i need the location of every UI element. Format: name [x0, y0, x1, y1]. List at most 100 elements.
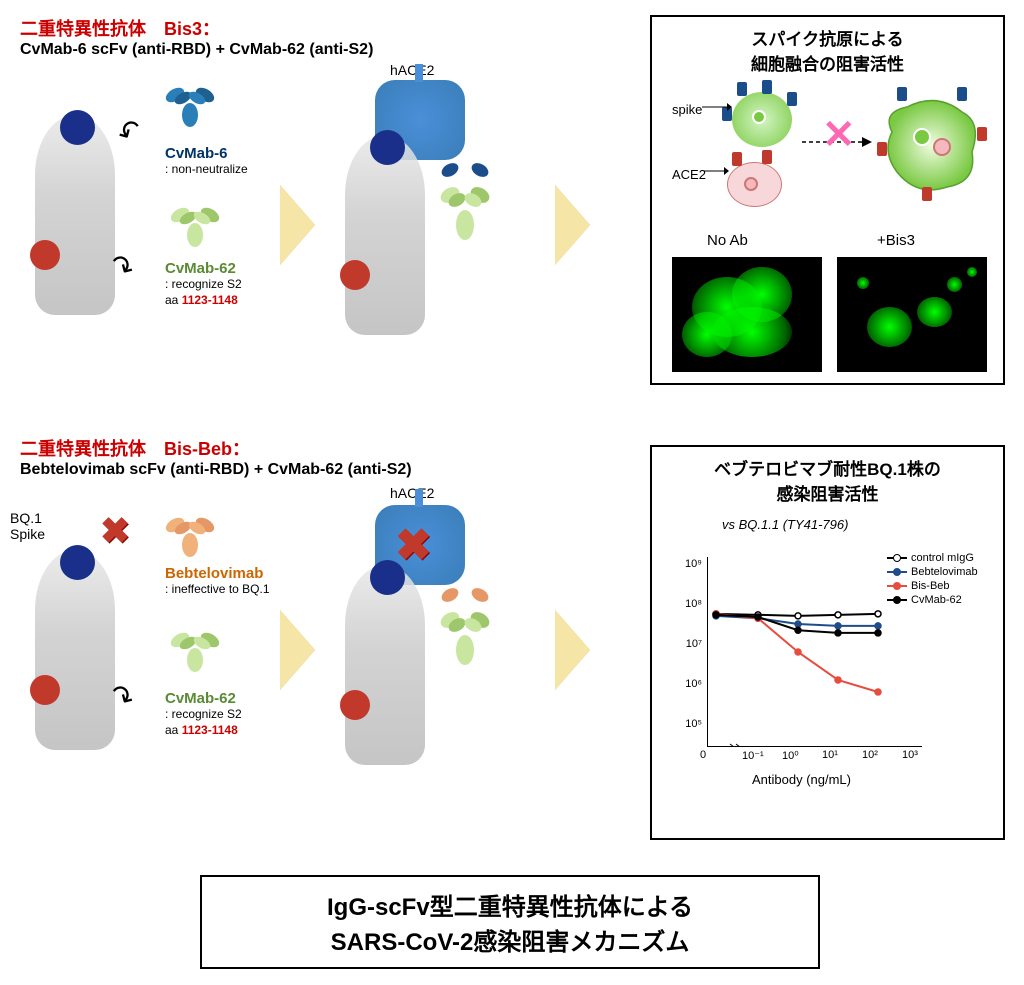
bispecific-bound-top — [425, 155, 505, 298]
pink-x-icon: ✕ — [822, 112, 856, 158]
ace2-mini-icon — [762, 150, 772, 164]
bis3-spike-left — [15, 105, 135, 325]
bis3-fluor-label: +Bis3 — [877, 232, 915, 249]
bisbeb-panel: 二重特異性抗体 Bis-Beb： Bebtelovimab scFv (anti… — [20, 435, 620, 479]
aa-prefix: aa — [165, 293, 182, 307]
bisbeb-title-name: Bis-Beb： — [164, 439, 250, 459]
arrow-right-icon — [280, 610, 315, 690]
aa-value: 1123-1148 — [182, 293, 238, 307]
legend-item: Bis-Beb — [887, 580, 978, 592]
spike-body-icon — [345, 135, 425, 335]
spike-mini-icon — [787, 92, 797, 106]
spike-s2-icon — [30, 675, 60, 705]
bisbeb-subtitle: Bebtelovimab scFv (anti-RBD) + CvMab-62 … — [20, 461, 620, 479]
cvmab6-name: CvMab-6 — [165, 145, 248, 162]
arrow-right-icon — [555, 185, 590, 265]
fusion-title: スパイク抗原による 細胞融合の阻害活性 — [652, 25, 1003, 75]
bispecific-bound-icon — [425, 580, 505, 720]
spike-body-icon — [35, 115, 115, 315]
cvmab62-label-block-top: CvMab-62 : recognize S2 aa 1123-1148 — [165, 260, 242, 307]
spike-s2-icon — [340, 260, 370, 290]
ace2-mini-icon — [732, 152, 742, 166]
fluor-bis3-image — [837, 257, 987, 372]
bebtelovimab-desc: : ineffective to BQ.1 — [165, 582, 270, 596]
aa-prefix: aa — [165, 723, 182, 737]
bisbeb-spike-left — [15, 540, 135, 760]
bebtelovimab-label-block: Bebtelovimab : ineffective to BQ.1 — [165, 565, 270, 596]
hace2-label-bottom: hACE2 — [390, 485, 434, 501]
cvmab62-name: CvMab-62 — [165, 690, 242, 707]
arrow-right-icon — [280, 185, 315, 265]
fluor-noab-image — [672, 257, 822, 372]
spike-rbd-icon — [60, 110, 95, 145]
cvmab6-antibody — [155, 80, 225, 133]
hace2-stem-icon — [415, 64, 423, 82]
cvmab62-desc: : recognize S2 — [165, 277, 242, 291]
red-x-icon: ✖ — [100, 510, 130, 552]
hace2-stem-icon — [415, 489, 423, 507]
cvmab62-aa: aa 1123-1148 — [165, 291, 242, 307]
noab-label: No Ab — [707, 232, 748, 249]
spike-mini-icon — [957, 87, 967, 101]
fused-cell-icon — [877, 92, 987, 202]
bisbeb-title-prefix: 二重特異性抗体 — [20, 439, 164, 459]
spike-label: spike — [672, 102, 702, 117]
fusion-title-line1: スパイク抗原による — [652, 25, 1003, 50]
ace2-mini-icon — [877, 142, 887, 156]
bis3-title-name: Bis3： — [164, 19, 220, 39]
chart-title-line1: ベブテロビマブ耐性BQ.1株の — [652, 455, 1003, 480]
hace2-label-top: hACE2 — [390, 62, 434, 78]
spike-mini-icon — [762, 80, 772, 94]
bottom-title-box: IgG-scFv型二重特異性抗体による SARS-CoV-2感染阻害メカニズム — [200, 875, 820, 969]
bispecific-bound-bottom — [425, 580, 505, 723]
bispecific-bound-icon — [425, 155, 505, 295]
spike-mini-icon — [737, 82, 747, 96]
chart-xticks: 010⁻¹10⁰10¹10²10³ — [700, 749, 930, 769]
cvmab6-label-block: CvMab-6 : non-neutralize — [165, 145, 248, 176]
chart-yticks: 10⁵10⁶10⁷10⁸10⁹ — [672, 549, 702, 749]
bis3-title-prefix: 二重特異性抗体 — [20, 19, 164, 39]
spike-rbd-icon — [370, 130, 405, 165]
fusion-panel: スパイク抗原による 細胞融合の阻害活性 spike ACE2 ✕ — [650, 15, 1005, 385]
ace2-label: ACE2 — [672, 167, 706, 182]
chart-panel: ベブテロビマブ耐性BQ.1株の 感染阻害活性 vs BQ.1.1 (TY41-7… — [650, 445, 1005, 840]
spike-s2-icon — [340, 690, 370, 720]
antibody-blue-icon — [155, 80, 225, 130]
cvmab62-aa-bottom: aa 1123-1148 — [165, 721, 242, 737]
chart-panel-title: ベブテロビマブ耐性BQ.1株の 感染阻害活性 — [652, 455, 1003, 505]
antibody-orange-icon — [155, 510, 225, 560]
chart-legend: control mIgG Bebtelovimab Bis-Beb CvMab-… — [887, 552, 978, 608]
nucleus-pink-icon — [744, 177, 758, 191]
cvmab62-name: CvMab-62 — [165, 260, 242, 277]
cvmab62-desc: : recognize S2 — [165, 707, 242, 721]
bottom-title-line2: SARS-CoV-2感染阻害メカニズム — [232, 922, 788, 957]
spike-mini-icon — [897, 87, 907, 101]
spike-s2-icon — [30, 240, 60, 270]
arrow-right-icon — [555, 610, 590, 690]
legend-item: control mIgG — [887, 552, 978, 564]
legend-item: CvMab-62 — [887, 594, 978, 606]
nucleus-icon — [752, 110, 766, 124]
cvmab62-antibody-top — [160, 200, 230, 253]
bisbeb-title: 二重特異性抗体 Bis-Beb： — [20, 435, 620, 461]
spike-body-icon — [35, 550, 115, 750]
cvmab6-desc: : non-neutralize — [165, 162, 248, 176]
arrow-label-icon — [702, 100, 732, 115]
ace2-mini-icon — [977, 127, 987, 141]
spike-body-icon — [345, 565, 425, 765]
bis3-subtitle: CvMab-6 scFv (anti-RBD) + CvMab-62 (anti… — [20, 41, 620, 59]
chart-title-line2: 感染阻害活性 — [652, 480, 1003, 505]
cvmab62-label-block-bottom: CvMab-62 : recognize S2 aa 1123-1148 — [165, 690, 242, 737]
antibody-green-icon — [160, 200, 230, 250]
legend-item: Bebtelovimab — [887, 566, 978, 578]
fusion-title-line2: 細胞融合の阻害活性 — [652, 50, 1003, 75]
bebtelovimab-name: Bebtelovimab — [165, 565, 270, 582]
arrow-label-icon — [704, 164, 729, 179]
bebtelovimab-antibody — [155, 510, 225, 563]
ace2-mini-icon — [922, 187, 932, 201]
chart-subtitle: vs BQ.1.1 (TY41-796) — [722, 517, 848, 532]
spike-rbd-icon — [60, 545, 95, 580]
fusion-diagram: spike ACE2 ✕ — [662, 82, 997, 217]
bis3-title: 二重特異性抗体 Bis3： — [20, 15, 620, 41]
spike-rbd-icon — [370, 560, 405, 595]
